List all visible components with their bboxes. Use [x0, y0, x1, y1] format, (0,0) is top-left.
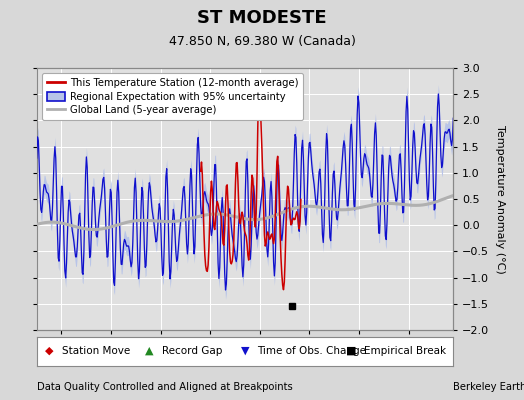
Text: ◆: ◆	[45, 346, 53, 356]
Text: Time of Obs. Change: Time of Obs. Change	[257, 346, 366, 356]
Text: Record Gap: Record Gap	[162, 346, 222, 356]
Text: Station Move: Station Move	[62, 346, 130, 356]
Legend: This Temperature Station (12-month average), Regional Expectation with 95% uncer: This Temperature Station (12-month avera…	[42, 73, 303, 120]
Text: ▲: ▲	[145, 346, 154, 356]
Text: ▼: ▼	[241, 346, 249, 356]
Text: ST MODESTE: ST MODESTE	[197, 9, 327, 27]
Text: 47.850 N, 69.380 W (Canada): 47.850 N, 69.380 W (Canada)	[169, 36, 355, 48]
Text: Empirical Break: Empirical Break	[364, 346, 446, 356]
Text: ■: ■	[346, 346, 356, 356]
Y-axis label: Temperature Anomaly (°C): Temperature Anomaly (°C)	[495, 125, 505, 273]
Text: Data Quality Controlled and Aligned at Breakpoints: Data Quality Controlled and Aligned at B…	[37, 382, 292, 392]
Text: Berkeley Earth: Berkeley Earth	[453, 382, 524, 392]
